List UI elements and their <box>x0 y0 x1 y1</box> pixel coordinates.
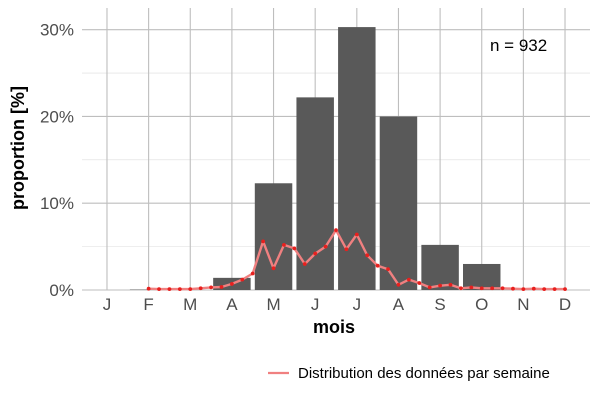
weekly-point <box>313 251 318 256</box>
weekly-point <box>511 286 515 291</box>
weekly-point <box>209 285 213 290</box>
weekly-point <box>146 286 151 291</box>
weekly-point <box>386 267 390 272</box>
weekly-point <box>469 285 474 290</box>
x-tick-label: D <box>559 295 571 314</box>
weekly-point <box>271 266 276 271</box>
weekly-point <box>323 244 328 249</box>
weekly-point <box>438 283 442 288</box>
weekly-point <box>354 232 359 237</box>
weekly-point <box>500 286 505 291</box>
weekly-point <box>240 277 245 282</box>
bar-8 <box>379 116 418 290</box>
weekly-point <box>563 287 567 292</box>
legend-label: Distribution des données par semaine <box>298 365 550 382</box>
weekly-point <box>427 285 432 290</box>
y-tick-labels: 0% 10% 20% 30% <box>40 21 74 300</box>
x-tick-label: N <box>517 295 529 314</box>
weekly-point <box>365 253 370 258</box>
x-tick-label: A <box>393 295 405 314</box>
x-tick-label: J <box>353 295 362 314</box>
legend: Distribution des données par semaine <box>268 365 550 382</box>
weekly-point <box>344 247 349 252</box>
weekly-point <box>282 242 286 247</box>
weekly-point <box>531 286 536 291</box>
weekly-point <box>479 286 484 291</box>
weekly-point <box>375 263 380 268</box>
x-tick-label: M <box>266 295 280 314</box>
weekly-point <box>177 287 182 292</box>
y-tick-label: 30% <box>40 21 74 40</box>
y-tick-label: 10% <box>40 194 74 213</box>
y-axis-title: proportion [%] <box>8 86 28 210</box>
weekly-point <box>198 286 203 291</box>
weekly-point <box>542 287 547 292</box>
weekly-point <box>292 246 297 251</box>
weekly-point <box>417 281 422 285</box>
weekly-point <box>406 277 411 282</box>
y-tick-label: 0% <box>49 281 74 300</box>
bar-5 <box>254 183 293 290</box>
weekly-point <box>157 287 161 292</box>
y-tick-label: 20% <box>40 107 74 126</box>
weekly-point <box>459 286 463 291</box>
weekly-line-layer <box>146 228 567 292</box>
bars-layer <box>129 27 501 290</box>
weekly-point <box>334 228 338 233</box>
weekly-point <box>167 287 172 292</box>
x-tick-label: F <box>143 295 153 314</box>
bar-7 <box>338 27 376 290</box>
bar-9 <box>421 244 459 290</box>
x-tick-label: O <box>475 295 488 314</box>
bar-6 <box>296 97 334 290</box>
weekly-point <box>219 285 224 289</box>
weekly-point <box>490 286 495 291</box>
sample-size-annotation: n = 932 <box>490 36 547 55</box>
x-tick-label: J <box>103 295 112 314</box>
weekly-point <box>396 282 401 287</box>
x-tick-label: J <box>311 295 320 314</box>
weekly-point <box>230 282 234 286</box>
x-tick-label: S <box>434 295 445 314</box>
weekly-point <box>552 287 557 292</box>
x-tick-label: A <box>226 295 238 314</box>
x-tick-label: M <box>183 295 197 314</box>
weekly-point <box>188 287 193 292</box>
weekly-point <box>261 239 266 244</box>
x-axis-title: mois <box>313 317 355 337</box>
bar-10 <box>463 263 501 290</box>
weekly-point <box>521 287 526 292</box>
weekly-point <box>448 282 453 287</box>
weekly-point <box>250 271 255 276</box>
weekly-point <box>302 262 307 266</box>
